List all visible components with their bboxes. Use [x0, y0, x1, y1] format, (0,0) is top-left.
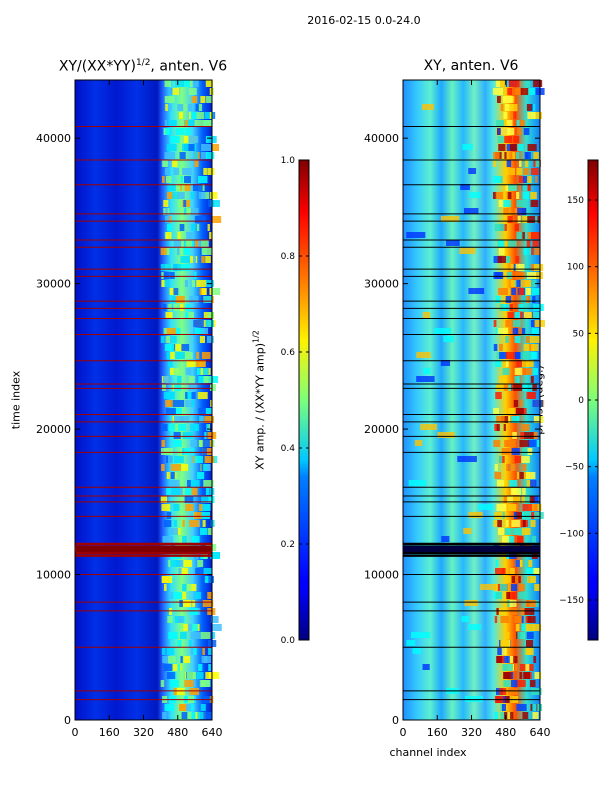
panel2-xtick-label: 480: [495, 726, 516, 739]
panel2-ytick-label: 10000: [364, 569, 399, 582]
panel2-ytick-label: 20000: [364, 423, 399, 436]
panel2-ytick-label: 30000: [364, 278, 399, 291]
panel1-ytick-label: 0: [64, 714, 71, 727]
colorbar1-tick-label: 0.8: [281, 252, 296, 262]
shared-xlabel: channel index: [389, 746, 467, 759]
panel1-ytick-label: 20000: [36, 423, 71, 436]
panel2-xtick-label: 160: [427, 726, 448, 739]
panel2-xtick-label: 640: [530, 726, 551, 739]
panel1-title-suffix: , anten. V6: [150, 58, 228, 75]
colorbar1-tick-label: 0.2: [281, 540, 295, 550]
figure-suptitle: 2016-02-15 0.0-24.0: [307, 14, 421, 27]
panel1-ytick-label: 40000: [36, 132, 71, 145]
colorbar2-tick-label: −150: [559, 596, 584, 606]
colorbar1-tick-label: 0.0: [281, 636, 296, 646]
panel1-ytick-label: 10000: [36, 569, 71, 582]
panel1-title-exponent: 1/2: [135, 58, 151, 68]
panel1-ytick-label: 30000: [36, 278, 71, 291]
colorbar2-tick-label: 0: [578, 396, 584, 406]
panel1-xtick-label: 0: [72, 726, 79, 739]
colorbar2-tick-label: 100: [567, 263, 584, 273]
colorbar1-tick-label: 0.6: [281, 348, 296, 358]
panel1-flagged-band: [75, 546, 212, 553]
panel2-ytick-label: 40000: [364, 132, 399, 145]
panel1-xtick-label: 640: [202, 726, 223, 739]
panel1-xtick-label: 480: [167, 726, 188, 739]
panel1-heatmap-texture: [160, 80, 222, 719]
panel2-title: XY, anten. V6: [423, 58, 519, 74]
colorbar2-tick-label: −50: [565, 463, 584, 473]
colorbar1-tick-label: 1.0: [281, 156, 296, 166]
colorbar1: [298, 159, 310, 641]
panel2-xtick-label: 0: [400, 726, 407, 739]
colorbar2-tick-label: −100: [559, 529, 584, 539]
panel1-xtick-label: 160: [99, 726, 120, 739]
panel1-title: XY/(XX*YY)1/2, anten. V6: [59, 58, 227, 75]
colorbar2-tick-label: 50: [573, 329, 585, 339]
panel2-flagged-band: [403, 546, 540, 553]
panel1-title-main: XY/(XX*YY): [58, 58, 136, 75]
colorbar1-tick-label: 0.4: [281, 444, 296, 454]
panel1-xtick-label: 320: [133, 726, 154, 739]
panel2-ytick-label: 0: [392, 714, 399, 727]
colorbar2-tick-label: 150: [567, 196, 584, 206]
panel2-xtick-label: 320: [461, 726, 482, 739]
